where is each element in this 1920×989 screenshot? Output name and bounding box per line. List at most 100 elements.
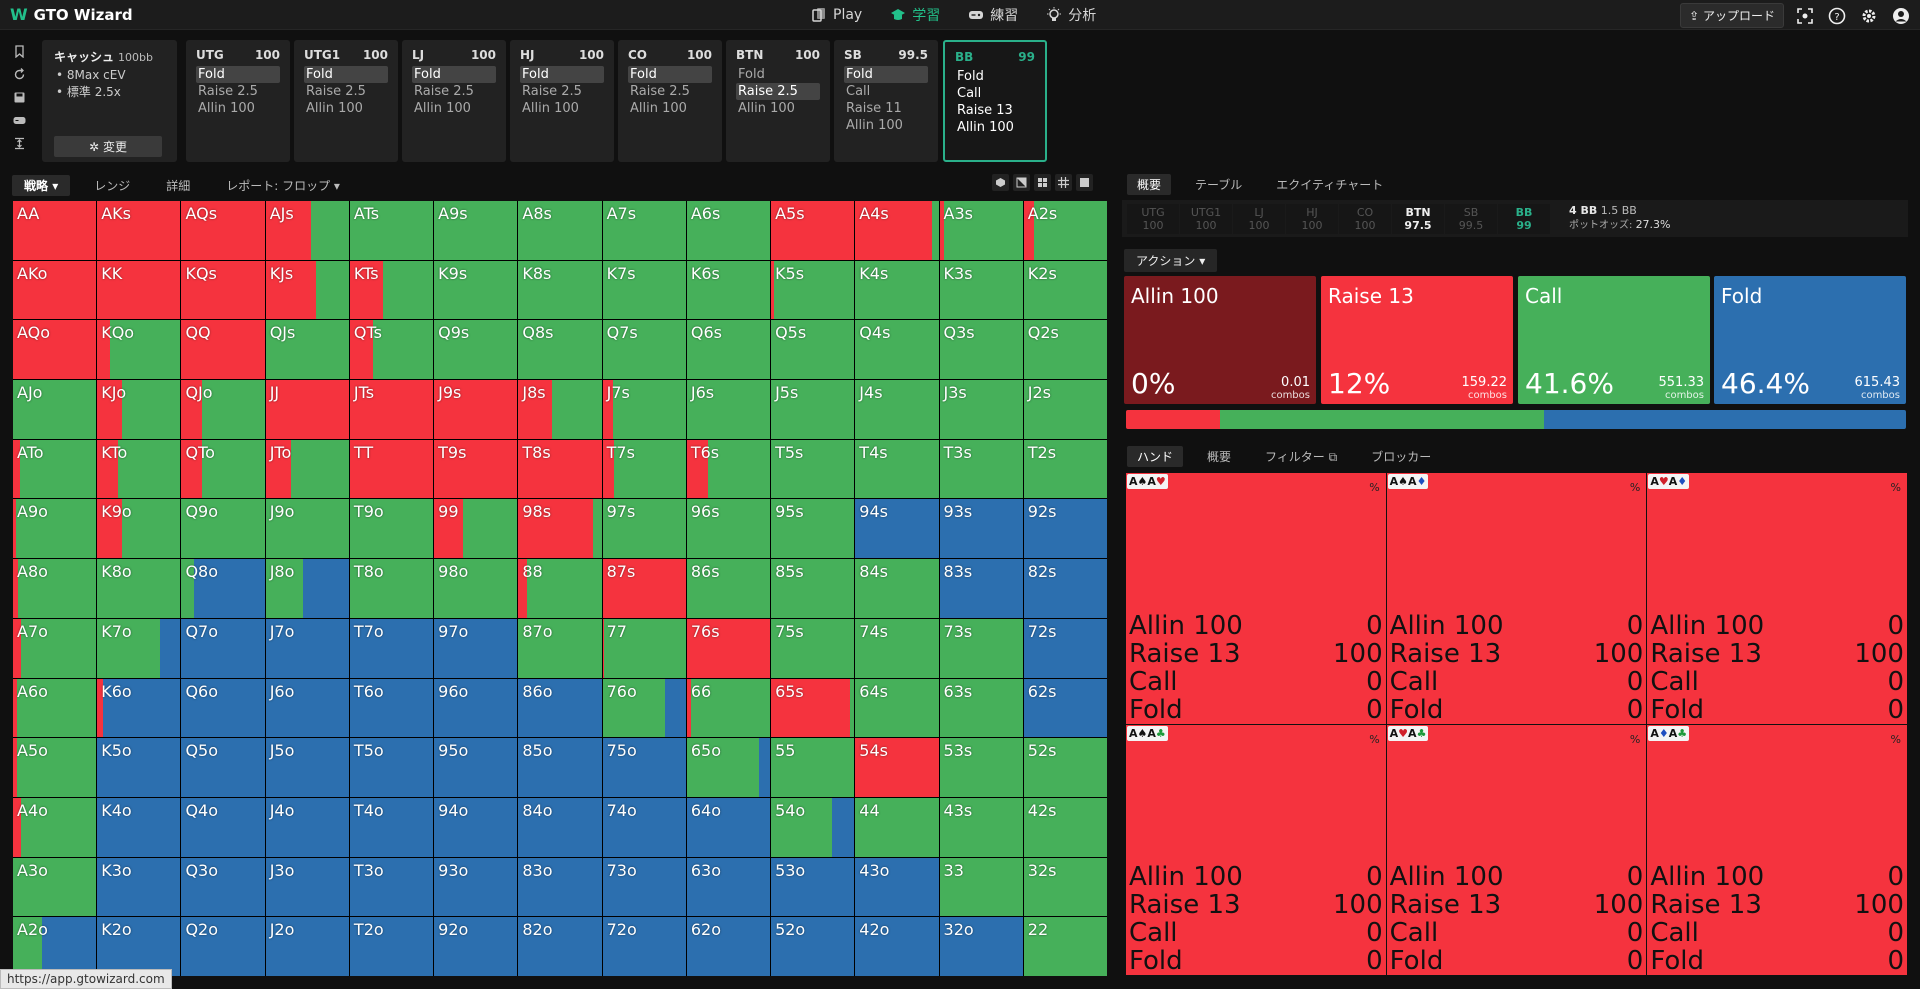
percent-toggle[interactable]: % [1890, 732, 1901, 746]
hand-cell[interactable]: K5s [771, 260, 855, 320]
hand-cell[interactable]: A6s [686, 201, 771, 260]
hand-cell[interactable]: 43s [939, 797, 1023, 857]
expand-icon[interactable] [11, 136, 27, 150]
hand-cell[interactable]: 65s [771, 678, 855, 738]
hand-cell[interactable]: Q9s [434, 320, 518, 380]
hand-cell[interactable]: ATs [349, 201, 434, 260]
pos-bar-utg[interactable]: UTG 100 [1127, 203, 1179, 234]
hand-cell[interactable]: A6o [13, 678, 97, 738]
hand-cell[interactable]: J2o [265, 917, 349, 976]
hand-cell[interactable]: AA [13, 201, 97, 260]
nav-study[interactable]: 学習 [876, 0, 954, 30]
hand-cell[interactable]: 94o [434, 797, 518, 857]
hand-cell[interactable]: J9o [265, 499, 349, 559]
tab-hands[interactable]: ハンド [1127, 446, 1184, 467]
hand-cell[interactable]: 83s [939, 559, 1023, 618]
hand-cell[interactable]: T6s [686, 439, 771, 499]
hand-cell[interactable]: Q2o [181, 917, 265, 976]
pos-bar-sb[interactable]: SB 99.5 [1445, 203, 1497, 234]
hand-cell[interactable]: 98o [434, 559, 518, 618]
position-action[interactable]: Fold [304, 66, 388, 83]
hand-cell[interactable]: QQ [181, 320, 265, 380]
position-card-btn[interactable]: BTN 100 Fold Raise 2.5 Allin 100 [726, 40, 830, 162]
hand-cell[interactable]: Q7o [181, 618, 265, 678]
hand-cell[interactable]: 43o [855, 857, 939, 917]
hand-cell[interactable]: K6s [686, 260, 771, 320]
hand-cell[interactable]: 42o [855, 917, 939, 976]
tab-report[interactable]: レポート: フロップ ▾ [226, 178, 340, 193]
hand-cell[interactable]: KQs [181, 260, 265, 320]
hand-cell[interactable]: J3o [265, 857, 349, 917]
hand-cell[interactable]: K4s [855, 260, 939, 320]
position-action[interactable]: Allin 100 [957, 120, 1014, 135]
action-box-fold[interactable]: Fold 46.4% 615.43 combos [1714, 276, 1906, 404]
hand-cell[interactable]: 87o [518, 618, 602, 678]
hand-cell[interactable]: A8s [518, 201, 602, 260]
hand-cell[interactable]: 92o [434, 917, 518, 976]
hand-cell[interactable]: 72s [1023, 618, 1107, 678]
tab-equity-chart[interactable]: エクイティチャート [1276, 178, 1384, 192]
tab-details[interactable]: 詳細 [166, 178, 191, 193]
hand-cell[interactable]: KJs [265, 260, 349, 320]
hand-cell[interactable]: A2s [1023, 201, 1107, 260]
save-icon[interactable] [11, 90, 27, 104]
position-action[interactable]: Raise 2.5 [630, 84, 690, 99]
hand-cell[interactable]: 64s [855, 678, 939, 738]
hand-cell[interactable]: T5s [771, 439, 855, 499]
hand-cell[interactable]: QTo [181, 439, 265, 499]
hand-cell[interactable]: J8s [518, 380, 602, 439]
hand-cell[interactable]: Q9o [181, 499, 265, 559]
position-action[interactable]: Call [846, 84, 871, 99]
hand-cell[interactable]: A9o [13, 499, 97, 559]
hand-cell[interactable]: AKo [13, 260, 97, 320]
hand-cell[interactable]: 73o [602, 857, 686, 917]
hand-cell[interactable]: T2o [349, 917, 434, 976]
position-action[interactable]: Raise 2.5 [522, 84, 582, 99]
hand-cell[interactable]: AQs [181, 201, 265, 260]
position-action[interactable]: Fold [628, 66, 712, 83]
hand-cell[interactable]: 95s [771, 499, 855, 559]
hand-cell[interactable]: 75o [602, 738, 686, 797]
action-box-call[interactable]: Call 41.6% 551.33 combos [1518, 276, 1710, 404]
hand-cell[interactable]: 82o [518, 917, 602, 976]
position-action[interactable]: Allin 100 [738, 101, 795, 116]
hand-cell[interactable]: K7s [602, 260, 686, 320]
hand-cell[interactable]: J6o [265, 678, 349, 738]
tab-table[interactable]: テーブル [1195, 178, 1243, 192]
hand-cell[interactable]: A5s [771, 201, 855, 260]
hand-cell[interactable]: 82s [1023, 559, 1107, 618]
tab-blockers[interactable]: ブロッカー [1371, 450, 1432, 464]
position-action[interactable]: Raise 11 [846, 101, 902, 116]
hand-cell[interactable]: JTs [349, 380, 434, 439]
hand-cell[interactable]: 94s [855, 499, 939, 559]
hand-cell[interactable]: KQo [97, 320, 181, 380]
hand-cell[interactable]: 83o [518, 857, 602, 917]
position-action[interactable]: Fold [520, 66, 604, 83]
hand-cell[interactable]: JJ [265, 380, 349, 439]
hand-cell[interactable]: T9s [434, 439, 518, 499]
hand-cell[interactable]: 74s [855, 618, 939, 678]
position-action[interactable]: Raise 13 [957, 103, 1013, 118]
percent-toggle[interactable]: % [1890, 481, 1901, 494]
hand-cell[interactable]: Q3o [181, 857, 265, 917]
hand-cell[interactable]: KTs [349, 260, 434, 320]
hand-cell[interactable]: K8o [97, 559, 181, 618]
hand-cell[interactable]: 65o [686, 738, 771, 797]
position-action[interactable]: Fold [196, 66, 280, 83]
pos-bar-co[interactable]: CO 100 [1339, 203, 1391, 234]
hand-cell[interactable]: 96s [686, 499, 771, 559]
change-button[interactable]: ✲ 変更 [54, 136, 162, 157]
hand-cell[interactable]: 95o [434, 738, 518, 797]
action-dropdown[interactable]: アクション ▾ [1124, 249, 1218, 272]
tab-strategy[interactable]: 戦略 ▾ [12, 174, 71, 196]
hand-cell[interactable]: Q8s [518, 320, 602, 380]
position-card-bb[interactable]: BB 99 Fold Call Raise 13 Allin 100 [943, 40, 1047, 162]
position-action[interactable]: Fold [412, 66, 496, 83]
hand-cell[interactable]: T4o [349, 797, 434, 857]
hand-cell[interactable]: J6s [686, 380, 771, 439]
hand-cell[interactable]: 93o [434, 857, 518, 917]
screenshot-button[interactable] [1794, 5, 1816, 27]
gamepad-icon[interactable] [11, 113, 27, 127]
hand-cell[interactable]: 53o [771, 857, 855, 917]
hand-cell[interactable]: A7s [602, 201, 686, 260]
